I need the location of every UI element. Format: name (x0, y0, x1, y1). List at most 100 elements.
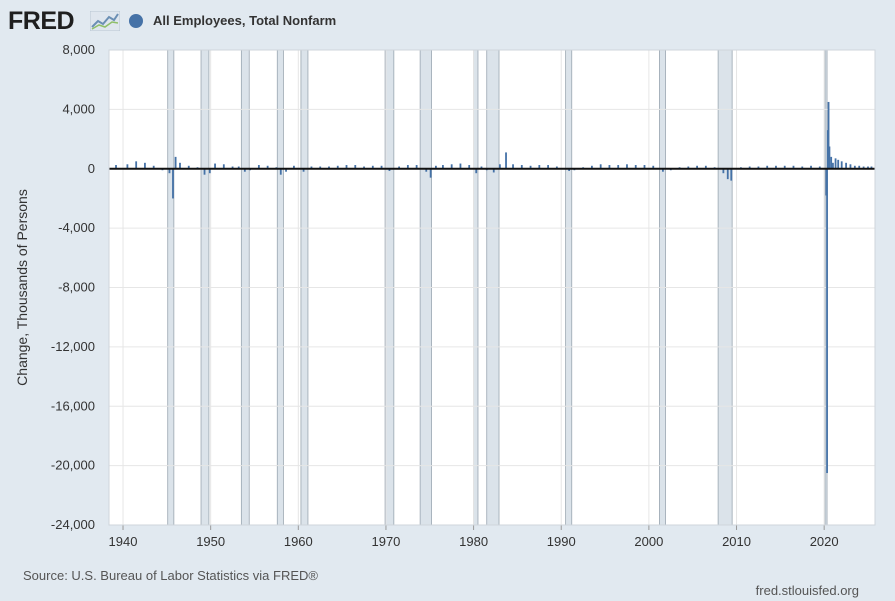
data-bar[interactable] (406, 165, 409, 169)
data-bar[interactable] (435, 165, 437, 169)
data-bar[interactable] (179, 162, 181, 169)
data-bar[interactable] (279, 168, 282, 175)
data-bar[interactable] (144, 162, 146, 169)
data-bar[interactable] (529, 165, 532, 169)
data-bar[interactable] (704, 165, 707, 169)
data-bar[interactable] (849, 164, 852, 169)
data-bar[interactable] (832, 162, 834, 169)
data-bar[interactable] (231, 166, 234, 169)
data-bar[interactable] (726, 168, 729, 180)
data-bar[interactable] (766, 165, 769, 169)
data-bar[interactable] (354, 165, 357, 169)
data-bar[interactable] (475, 168, 478, 174)
data-bar[interactable] (626, 164, 628, 169)
data-bar[interactable] (450, 164, 453, 169)
data-bar[interactable] (222, 164, 225, 169)
y-tick-label: 4,000 (62, 101, 95, 116)
data-bar[interactable] (398, 166, 400, 169)
data-bar[interactable] (152, 165, 155, 169)
data-bar[interactable] (858, 165, 861, 169)
data-bar[interactable] (310, 166, 313, 169)
data-bar[interactable] (388, 168, 391, 171)
data-bar[interactable] (459, 163, 462, 169)
data-bar[interactable] (480, 166, 483, 169)
data-bar[interactable] (547, 165, 549, 169)
data-bar[interactable] (591, 165, 593, 169)
legend-series-label[interactable]: All Employees, Total Nonfarm (153, 13, 337, 28)
data-bar[interactable] (174, 156, 177, 169)
data-bar[interactable] (696, 165, 698, 169)
data-bar[interactable] (834, 158, 837, 169)
data-bar[interactable] (285, 168, 287, 172)
data-bar[interactable] (662, 168, 664, 172)
data-bar[interactable] (775, 165, 777, 169)
data-bar[interactable] (371, 165, 374, 169)
data-bar[interactable] (870, 166, 873, 169)
data-bar[interactable] (722, 168, 725, 174)
data-bar[interactable] (380, 165, 383, 169)
data-bar[interactable] (214, 163, 216, 169)
data-bar[interactable] (237, 166, 240, 169)
data-bar[interactable] (687, 166, 690, 169)
data-bar[interactable] (243, 168, 246, 172)
data-bar[interactable] (757, 166, 760, 169)
data-bar[interactable] (862, 166, 865, 169)
data-bar[interactable] (867, 166, 869, 169)
data-bar[interactable] (135, 161, 138, 169)
fred-logo[interactable]: FRED (8, 7, 75, 35)
data-bar[interactable] (328, 166, 330, 169)
data-bar[interactable] (568, 168, 571, 171)
data-bar[interactable] (837, 159, 840, 169)
data-bar[interactable] (492, 168, 495, 173)
data-bar[interactable] (643, 165, 646, 169)
data-bar[interactable] (168, 168, 171, 174)
data-bar[interactable] (538, 165, 541, 169)
data-bar[interactable] (520, 165, 523, 169)
data-bar[interactable] (853, 165, 856, 169)
data-bar[interactable] (293, 165, 295, 169)
data-bar[interactable] (599, 164, 602, 169)
data-bar[interactable] (363, 166, 365, 169)
data-bar[interactable] (634, 165, 637, 169)
data-bar[interactable] (115, 165, 117, 169)
data-bar[interactable] (468, 165, 471, 169)
data-bar[interactable] (730, 168, 733, 181)
data-bar[interactable] (828, 146, 831, 169)
y-tick-label: -4,000 (58, 220, 95, 235)
site-link[interactable]: fred.stlouisfed.org (755, 583, 859, 598)
data-bar[interactable] (826, 168, 828, 474)
data-bar[interactable] (345, 165, 348, 169)
data-bar[interactable] (783, 165, 786, 169)
data-bar[interactable] (425, 168, 428, 172)
data-bar[interactable] (792, 165, 795, 169)
data-bar[interactable] (429, 168, 432, 178)
data-bar[interactable] (555, 166, 558, 169)
data-bar[interactable] (505, 152, 507, 169)
data-bar[interactable] (172, 168, 174, 199)
data-bar[interactable] (442, 165, 444, 169)
data-bar[interactable] (617, 165, 620, 169)
data-bar[interactable] (512, 164, 514, 169)
data-bar[interactable] (845, 162, 847, 169)
data-bar[interactable] (415, 165, 418, 169)
data-bar[interactable] (827, 101, 830, 169)
data-bar[interactable] (203, 168, 206, 175)
y-tick-label: -24,000 (51, 517, 95, 532)
data-bar[interactable] (208, 168, 211, 174)
data-bar[interactable] (830, 156, 833, 169)
data-bar[interactable] (652, 165, 655, 169)
data-bar[interactable] (126, 164, 129, 169)
data-bar[interactable] (801, 166, 804, 169)
data-bar[interactable] (187, 165, 190, 169)
data-bar[interactable] (810, 165, 812, 169)
data-bar[interactable] (257, 165, 260, 169)
data-bar[interactable] (302, 168, 305, 172)
data-bar[interactable] (319, 166, 322, 169)
data-bar[interactable] (266, 165, 269, 169)
data-bar[interactable] (818, 166, 821, 169)
data-bar[interactable] (840, 161, 843, 169)
data-bar[interactable] (498, 164, 501, 169)
data-bar[interactable] (608, 165, 611, 169)
data-bar[interactable] (748, 166, 751, 169)
data-bar[interactable] (336, 165, 339, 169)
